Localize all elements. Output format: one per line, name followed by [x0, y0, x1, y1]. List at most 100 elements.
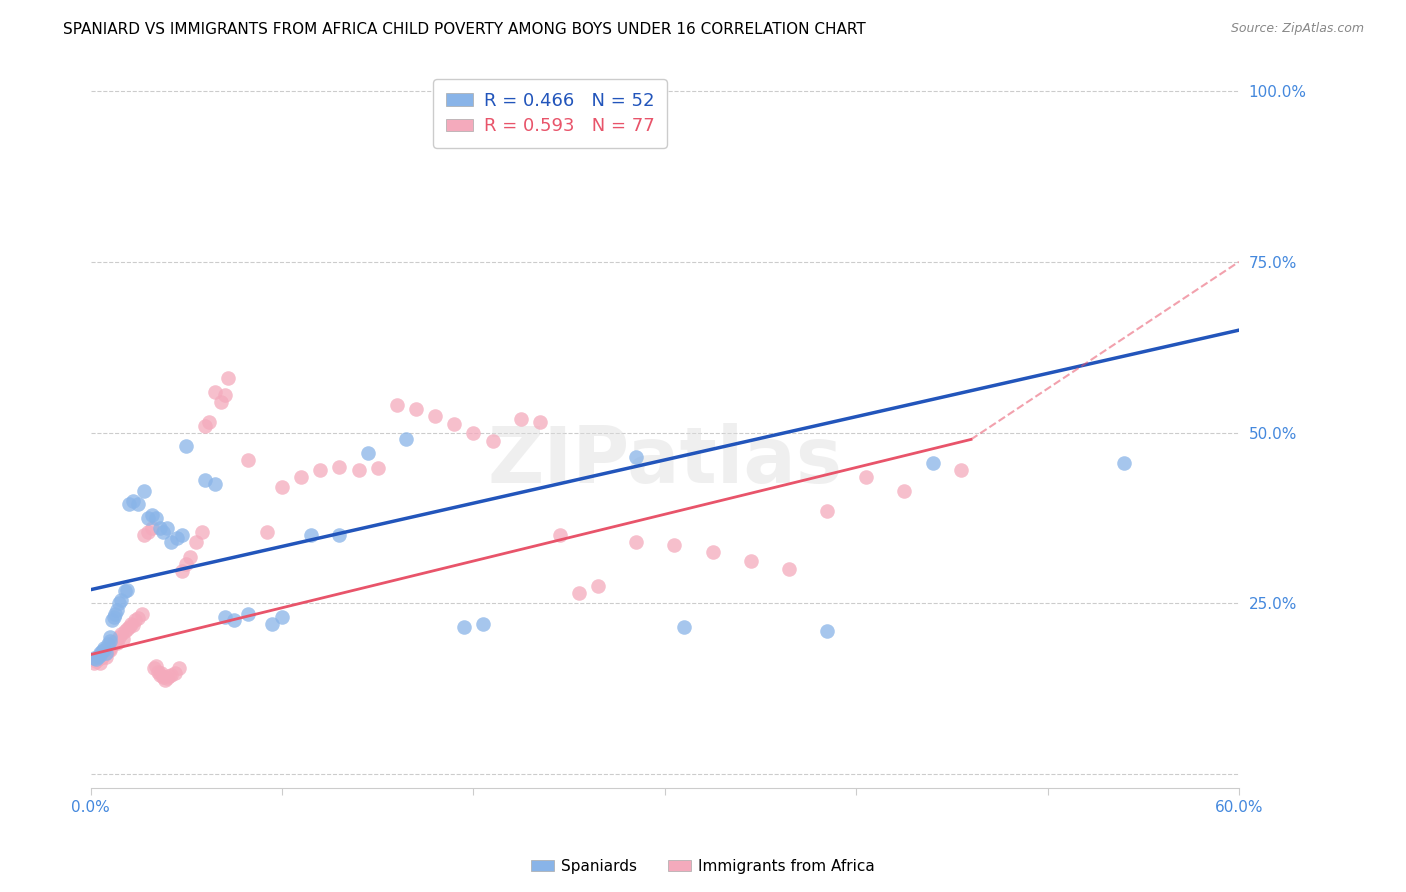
Point — [127, 497, 149, 511]
Point — [89, 656, 111, 670]
Point — [98, 640, 121, 655]
Point — [121, 494, 143, 508]
Point — [367, 461, 389, 475]
Point — [93, 642, 115, 657]
Point — [624, 534, 647, 549]
Legend: R = 0.466   N = 52, R = 0.593   N = 77: R = 0.466 N = 52, R = 0.593 N = 77 — [433, 79, 666, 148]
Point — [702, 545, 724, 559]
Point — [1112, 456, 1135, 470]
Point — [271, 480, 294, 494]
Point — [262, 616, 284, 631]
Point — [94, 649, 117, 664]
Point — [127, 611, 149, 625]
Point — [142, 661, 165, 675]
Point — [89, 651, 111, 665]
Point — [118, 497, 141, 511]
Point — [98, 631, 121, 645]
Point — [103, 610, 125, 624]
Point — [100, 637, 122, 651]
Point — [124, 614, 146, 628]
Point — [121, 618, 143, 632]
Point — [157, 669, 180, 683]
Point — [114, 624, 136, 638]
Point — [141, 521, 163, 535]
Point — [91, 649, 114, 664]
Point — [443, 417, 465, 432]
Point — [271, 610, 294, 624]
Point — [104, 607, 127, 621]
Legend: Spaniards, Immigrants from Africa: Spaniards, Immigrants from Africa — [524, 853, 882, 880]
Point — [89, 646, 111, 660]
Point — [176, 557, 198, 571]
Point — [150, 665, 173, 680]
Point — [167, 661, 190, 675]
Point — [93, 648, 115, 662]
Point — [179, 549, 201, 564]
Point — [778, 562, 800, 576]
Point — [86, 652, 108, 666]
Point — [453, 620, 475, 634]
Point — [214, 388, 236, 402]
Point — [160, 534, 183, 549]
Point — [481, 434, 503, 448]
Point — [176, 439, 198, 453]
Point — [97, 644, 120, 658]
Point — [87, 652, 110, 666]
Point — [152, 524, 174, 539]
Point — [893, 483, 915, 498]
Point — [83, 651, 105, 665]
Point — [93, 646, 115, 660]
Point — [299, 528, 322, 542]
Point — [529, 415, 551, 429]
Point — [855, 470, 877, 484]
Point — [97, 637, 120, 651]
Point — [950, 463, 973, 477]
Point — [136, 511, 159, 525]
Text: Source: ZipAtlas.com: Source: ZipAtlas.com — [1230, 22, 1364, 36]
Point — [395, 433, 418, 447]
Point — [115, 622, 138, 636]
Point — [145, 659, 167, 673]
Point — [89, 648, 111, 662]
Point — [114, 584, 136, 599]
Point — [194, 418, 217, 433]
Point — [624, 450, 647, 464]
Point — [107, 636, 129, 650]
Point — [224, 614, 246, 628]
Point — [214, 610, 236, 624]
Point — [91, 644, 114, 658]
Point — [156, 672, 179, 686]
Point — [136, 524, 159, 539]
Text: ZIPatlas: ZIPatlas — [488, 423, 842, 499]
Point — [134, 483, 156, 498]
Point — [568, 586, 591, 600]
Point — [115, 582, 138, 597]
Point — [172, 528, 194, 542]
Point — [817, 504, 839, 518]
Point — [172, 564, 194, 578]
Point — [146, 665, 169, 679]
Point — [405, 401, 427, 416]
Point — [309, 463, 332, 477]
Point — [94, 646, 117, 660]
Point — [110, 593, 132, 607]
Point — [740, 554, 762, 568]
Point — [921, 456, 943, 470]
Point — [194, 474, 217, 488]
Point — [163, 665, 186, 680]
Point — [131, 607, 153, 621]
Point — [664, 538, 686, 552]
Point — [110, 627, 132, 641]
Point — [152, 670, 174, 684]
Point — [141, 508, 163, 522]
Point — [83, 657, 105, 671]
Point — [86, 654, 108, 668]
Point — [118, 620, 141, 634]
Point — [108, 631, 131, 645]
Point — [548, 528, 571, 542]
Point — [586, 579, 609, 593]
Point — [98, 642, 121, 657]
Point — [107, 603, 129, 617]
Point — [93, 640, 115, 655]
Point — [148, 521, 170, 535]
